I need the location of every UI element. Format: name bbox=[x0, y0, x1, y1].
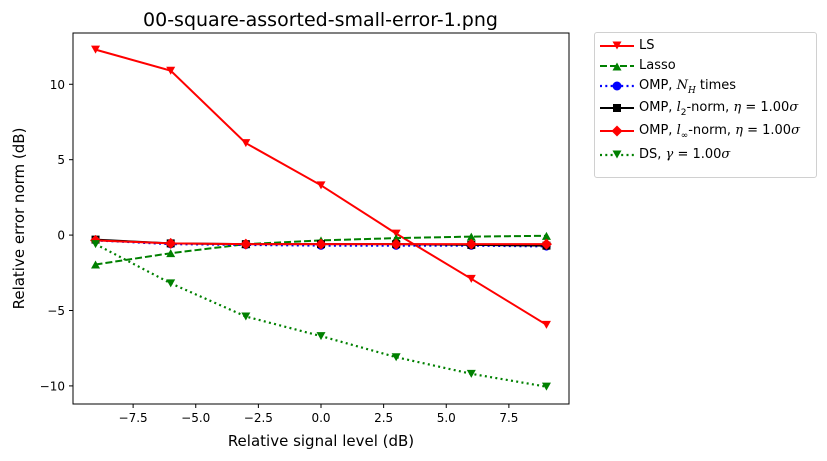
data-point bbox=[541, 382, 551, 391]
series-layer bbox=[90, 45, 552, 391]
legend-label-omp-l2: OMP, l2-norm, η = 1.00σ bbox=[639, 100, 799, 118]
legend-item-omp-l2: OMP, l2-norm, η = 1.00σ bbox=[595, 98, 816, 118]
x-tick-label: −5.0 bbox=[181, 411, 210, 425]
legend-item-omp-nh: OMP, NH times bbox=[595, 76, 816, 96]
data-point bbox=[390, 238, 402, 250]
series-5 bbox=[91, 240, 551, 391]
x-axis-label: Relative signal level (dB) bbox=[228, 432, 414, 450]
legend-label-omp-linf: OMP, l∞-norm, η = 1.00σ bbox=[639, 123, 800, 141]
data-point bbox=[166, 279, 176, 288]
y-axis-label: Relative error norm (dB) bbox=[10, 128, 28, 310]
data-point bbox=[541, 231, 551, 240]
y-tick-label: −10 bbox=[40, 379, 65, 393]
plot-area bbox=[73, 33, 569, 404]
data-point bbox=[240, 238, 252, 250]
legend-swatch-omp-l2 bbox=[600, 104, 634, 112]
legend-label-ds: DS, γ = 1.00σ bbox=[639, 147, 731, 162]
legend-swatch-ls bbox=[600, 41, 634, 50]
data-point bbox=[466, 369, 476, 378]
legend-item-ls: LS bbox=[595, 36, 816, 56]
legend-item-lasso: Lasso bbox=[595, 56, 816, 76]
data-point bbox=[166, 66, 176, 75]
y-tick-label: 10 bbox=[50, 78, 65, 92]
data-point bbox=[540, 238, 552, 250]
data-point bbox=[241, 139, 251, 148]
data-point bbox=[91, 240, 101, 249]
chart-title: 00-square-assorted-small-error-1.png bbox=[143, 9, 498, 31]
x-tick-label: 2.5 bbox=[374, 411, 393, 425]
legend: LS Lasso OMP, NH times OMP, l2-norm, η =… bbox=[594, 32, 817, 178]
data-point bbox=[465, 238, 477, 250]
legend-swatch-omp-nh bbox=[600, 81, 634, 91]
x-tick-label: −2.5 bbox=[244, 411, 273, 425]
legend-label-ls: LS bbox=[639, 38, 655, 53]
data-point bbox=[165, 237, 177, 249]
legend-swatch-omp-linf bbox=[600, 125, 634, 137]
y-axis: −10 −5 0 5 10 bbox=[40, 78, 73, 393]
y-tick-label: 5 bbox=[57, 153, 65, 167]
legend-swatch-ds bbox=[600, 150, 634, 159]
y-tick-label: −5 bbox=[47, 304, 65, 318]
legend-label-lasso: Lasso bbox=[639, 58, 676, 73]
data-point bbox=[466, 232, 476, 241]
data-point bbox=[466, 274, 476, 283]
data-point bbox=[316, 332, 326, 341]
data-point bbox=[541, 320, 551, 329]
data-point bbox=[91, 45, 101, 54]
series-0 bbox=[91, 45, 551, 329]
data-point bbox=[391, 353, 401, 362]
data-point bbox=[391, 234, 401, 243]
x-tick-label: 5.0 bbox=[437, 411, 456, 425]
x-tick-label: −7.5 bbox=[119, 411, 148, 425]
data-point bbox=[241, 312, 251, 321]
x-axis: −7.5 −5.0 −2.5 0.0 2.5 5.0 7.5 bbox=[119, 404, 518, 425]
x-tick-label: 0.0 bbox=[311, 411, 330, 425]
legend-label-omp-nh: OMP, NH times bbox=[639, 78, 737, 96]
y-tick-label: 0 bbox=[57, 229, 65, 243]
data-point bbox=[316, 181, 326, 190]
data-point bbox=[91, 260, 101, 269]
legend-swatch-lasso bbox=[600, 62, 634, 71]
data-point bbox=[391, 229, 401, 238]
x-tick-label: 7.5 bbox=[499, 411, 518, 425]
legend-item-omp-linf: OMP, l∞-norm, η = 1.00σ bbox=[595, 121, 816, 141]
data-point bbox=[166, 249, 176, 258]
legend-item-ds: DS, γ = 1.00σ bbox=[595, 145, 816, 165]
data-point bbox=[315, 238, 327, 250]
